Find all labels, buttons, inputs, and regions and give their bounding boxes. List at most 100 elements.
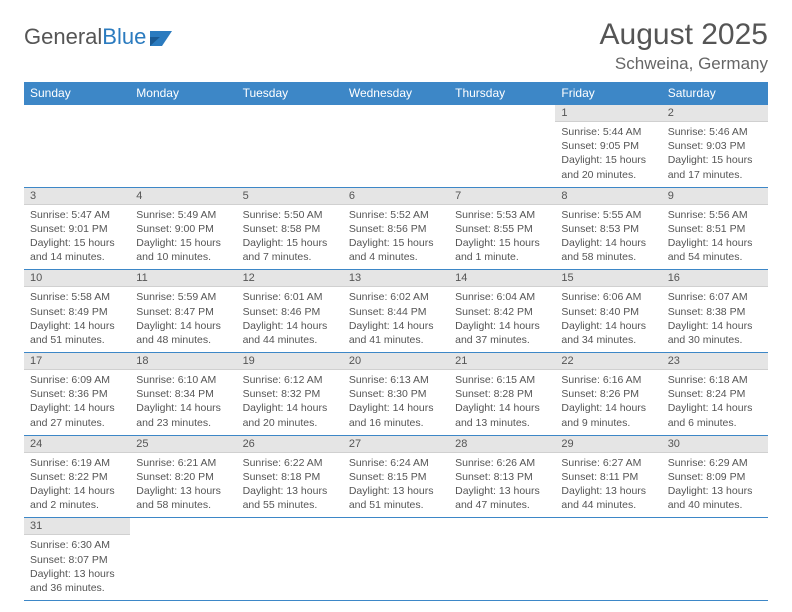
day-body: Sunrise: 6:16 AMSunset: 8:26 PMDaylight:… [555,370,661,435]
location: Schweina, Germany [600,54,768,74]
day-body: Sunrise: 5:53 AMSunset: 8:55 PMDaylight:… [449,205,555,270]
daylight-line: Daylight: 14 hours and 48 minutes. [136,319,230,347]
weekday-header: Tuesday [237,82,343,105]
sunset-line: Sunset: 8:36 PM [30,387,124,401]
daylight-line: Daylight: 15 hours and 1 minute. [455,236,549,264]
calendar-cell: 27Sunrise: 6:24 AMSunset: 8:15 PMDayligh… [343,435,449,518]
calendar-cell: 13 Sunrise: 6:02 AMSunset: 8:44 PMDayligh… [343,270,449,353]
calendar-cell [449,518,555,601]
day-body: Sunrise: 6:04 AMSunset: 8:42 PMDaylight:… [449,287,555,352]
day-body: Sunrise: 6:09 AMSunset: 8:36 PMDaylight:… [24,370,130,435]
title-block: August 2025 Schweina, Germany [600,18,768,74]
day-number: 23 [662,353,768,370]
weekday-header: Thursday [449,82,555,105]
calendar-cell: 26Sunrise: 6:22 AMSunset: 8:18 PMDayligh… [237,435,343,518]
sunset-line: Sunset: 8:44 PM [349,305,443,319]
sunset-line: Sunset: 8:30 PM [349,387,443,401]
calendar-cell [343,105,449,188]
sunrise-line: Sunrise: 6:13 AM [349,373,443,387]
sunrise-line: Sunrise: 6:06 AM [561,290,655,304]
sunrise-line: Sunrise: 6:04 AM [455,290,549,304]
sunset-line: Sunset: 8:51 PM [668,222,762,236]
day-body: Sunrise: 5:59 AMSunset: 8:47 PMDaylight:… [130,287,236,352]
calendar-cell: 20Sunrise: 6:13 AMSunset: 8:30 PMDayligh… [343,353,449,436]
day-number: 16 [662,270,768,287]
daylight-line: Daylight: 13 hours and 36 minutes. [30,567,124,595]
daylight-line: Daylight: 14 hours and 9 minutes. [561,401,655,429]
day-body: Sunrise: 6:13 AMSunset: 8:30 PMDaylight:… [343,370,449,435]
day-number: 28 [449,436,555,453]
sunset-line: Sunset: 8:55 PM [455,222,549,236]
sunset-line: Sunset: 8:49 PM [30,305,124,319]
sunrise-line: Sunrise: 6:19 AM [30,456,124,470]
calendar-cell: 4Sunrise: 5:49 AMSunset: 9:00 PMDaylight… [130,187,236,270]
sunset-line: Sunset: 8:58 PM [243,222,337,236]
sunset-line: Sunset: 8:07 PM [30,553,124,567]
calendar-cell: 14Sunrise: 6:04 AMSunset: 8:42 PMDayligh… [449,270,555,353]
day-number: 31 [24,518,130,535]
sunset-line: Sunset: 8:24 PM [668,387,762,401]
sunset-line: Sunset: 8:09 PM [668,470,762,484]
day-number: 15 [555,270,661,287]
daylight-line: Daylight: 13 hours and 44 minutes. [561,484,655,512]
daylight-line: Daylight: 14 hours and 37 minutes. [455,319,549,347]
calendar-cell: 6Sunrise: 5:52 AMSunset: 8:56 PMDaylight… [343,187,449,270]
calendar-cell: 19Sunrise: 6:12 AMSunset: 8:32 PMDayligh… [237,353,343,436]
weekday-header: Monday [130,82,236,105]
calendar-cell: 18Sunrise: 6:10 AMSunset: 8:34 PMDayligh… [130,353,236,436]
sunset-line: Sunset: 8:11 PM [561,470,655,484]
calendar-row: 3Sunrise: 5:47 AMSunset: 9:01 PMDaylight… [24,187,768,270]
sunset-line: Sunset: 8:47 PM [136,305,230,319]
sunset-line: Sunset: 8:26 PM [561,387,655,401]
day-number: 22 [555,353,661,370]
day-body: Sunrise: 5:44 AMSunset: 9:05 PMDaylight:… [555,122,661,187]
day-number: 4 [130,188,236,205]
day-number: 24 [24,436,130,453]
weekday-header: Sunday [24,82,130,105]
day-body: Sunrise: 6:18 AMSunset: 8:24 PMDaylight:… [662,370,768,435]
day-body: Sunrise: 5:55 AMSunset: 8:53 PMDaylight:… [555,205,661,270]
calendar-cell [343,518,449,601]
calendar-cell: 1Sunrise: 5:44 AMSunset: 9:05 PMDaylight… [555,105,661,188]
daylight-line: Daylight: 14 hours and 41 minutes. [349,319,443,347]
day-body: Sunrise: 6:12 AMSunset: 8:32 PMDaylight:… [237,370,343,435]
calendar-cell: 30Sunrise: 6:29 AMSunset: 8:09 PMDayligh… [662,435,768,518]
flag-icon [150,28,176,46]
sunrise-line: Sunrise: 6:02 AM [349,290,443,304]
day-number: 11 [130,270,236,287]
daylight-line: Daylight: 14 hours and 58 minutes. [561,236,655,264]
daylight-line: Daylight: 15 hours and 4 minutes. [349,236,443,264]
calendar-cell: 8Sunrise: 5:55 AMSunset: 8:53 PMDaylight… [555,187,661,270]
day-number: 13 [343,270,449,287]
sunset-line: Sunset: 8:40 PM [561,305,655,319]
calendar-cell: 3Sunrise: 5:47 AMSunset: 9:01 PMDaylight… [24,187,130,270]
daylight-line: Daylight: 14 hours and 23 minutes. [136,401,230,429]
day-body: Sunrise: 6:21 AMSunset: 8:20 PMDaylight:… [130,453,236,518]
weekday-header: Friday [555,82,661,105]
daylight-line: Daylight: 15 hours and 14 minutes. [30,236,124,264]
calendar-cell [449,105,555,188]
calendar-cell [130,105,236,188]
sunset-line: Sunset: 9:05 PM [561,139,655,153]
sunset-line: Sunset: 8:22 PM [30,470,124,484]
calendar-row: 17Sunrise: 6:09 AMSunset: 8:36 PMDayligh… [24,353,768,436]
daylight-line: Daylight: 15 hours and 10 minutes. [136,236,230,264]
calendar-table: Sunday Monday Tuesday Wednesday Thursday… [24,82,768,601]
daylight-line: Daylight: 14 hours and 2 minutes. [30,484,124,512]
sunrise-line: Sunrise: 5:49 AM [136,208,230,222]
daylight-line: Daylight: 14 hours and 30 minutes. [668,319,762,347]
day-number: 21 [449,353,555,370]
calendar-cell: 22Sunrise: 6:16 AMSunset: 8:26 PMDayligh… [555,353,661,436]
calendar-cell: 23Sunrise: 6:18 AMSunset: 8:24 PMDayligh… [662,353,768,436]
calendar-cell: 10Sunrise: 5:58 AMSunset: 8:49 PMDayligh… [24,270,130,353]
day-body: Sunrise: 6:22 AMSunset: 8:18 PMDaylight:… [237,453,343,518]
sunrise-line: Sunrise: 6:18 AM [668,373,762,387]
weekday-header: Wednesday [343,82,449,105]
day-body: Sunrise: 6:01 AMSunset: 8:46 PMDaylight:… [237,287,343,352]
sunset-line: Sunset: 8:18 PM [243,470,337,484]
day-number: 5 [237,188,343,205]
calendar-cell: 25Sunrise: 6:21 AMSunset: 8:20 PMDayligh… [130,435,236,518]
sunrise-line: Sunrise: 6:16 AM [561,373,655,387]
day-body: Sunrise: 6:06 AMSunset: 8:40 PMDaylight:… [555,287,661,352]
sunrise-line: Sunrise: 5:55 AM [561,208,655,222]
